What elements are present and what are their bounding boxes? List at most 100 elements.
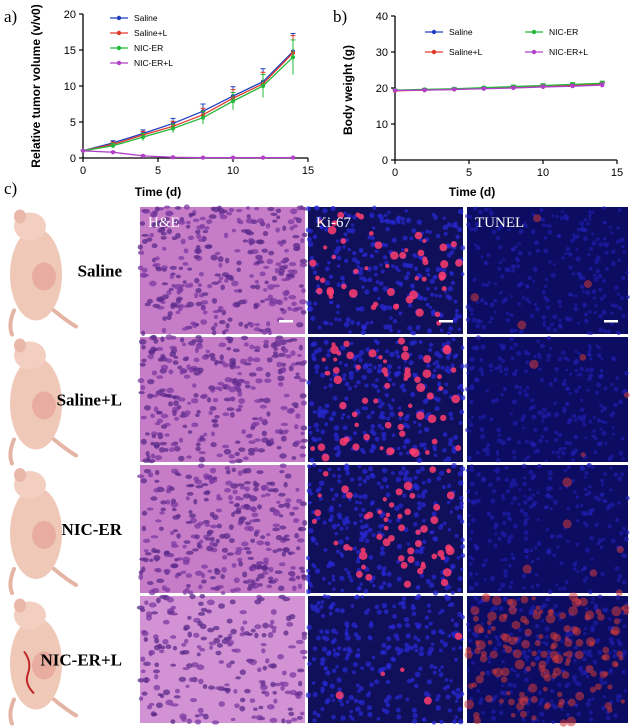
dapi-nucleus: [576, 711, 581, 717]
dapi-nucleus: [587, 490, 592, 496]
dapi-nucleus: [503, 598, 507, 602]
nucleus: [236, 378, 244, 382]
dapi-nucleus: [537, 690, 542, 696]
dapi-nucleus: [529, 314, 534, 319]
dapi-nucleus: [617, 641, 623, 647]
dapi-nucleus: [369, 666, 375, 672]
nucleus: [270, 609, 277, 615]
mouse-limbs: [8, 567, 78, 595]
nucleus: [278, 492, 286, 497]
nucleus: [166, 211, 174, 216]
dapi-nucleus: [416, 638, 421, 643]
dapi-nucleus: [424, 615, 430, 620]
dapi-nucleus: [323, 385, 327, 390]
dapi-nucleus: [350, 341, 354, 346]
dapi-nucleus: [450, 590, 455, 595]
dapi-nucleus: [485, 283, 489, 288]
dapi-nucleus: [577, 385, 582, 389]
nucleus: [201, 393, 208, 398]
nucleus: [226, 346, 232, 351]
ki67-positive-cell: [341, 283, 347, 290]
nucleus: [185, 496, 190, 501]
dapi-nucleus: [327, 581, 332, 586]
ki67-positive-cell: [433, 503, 441, 511]
nucleus: [141, 691, 148, 696]
dapi-nucleus: [456, 514, 463, 520]
dapi-nucleus: [440, 523, 444, 527]
dapi-nucleus: [542, 320, 547, 324]
nucleus: [256, 667, 262, 673]
ki67-positive-cell: [355, 570, 363, 578]
dapi-nucleus: [445, 694, 451, 700]
nucleus: [241, 541, 249, 547]
dapi-nucleus: [332, 473, 336, 478]
nucleus: [159, 649, 165, 654]
dapi-nucleus: [537, 367, 542, 372]
dapi-nucleus: [470, 557, 475, 561]
nucleus: [239, 610, 247, 615]
dapi-nucleus: [547, 476, 553, 481]
dapi-nucleus: [339, 552, 344, 556]
dapi-nucleus: [483, 207, 489, 212]
tunel-positive-cell: [530, 696, 538, 704]
nucleus: [262, 418, 268, 424]
dapi-nucleus: [528, 300, 532, 304]
dapi-nucleus: [503, 573, 508, 578]
dapi-nucleus: [353, 506, 359, 511]
dapi-nucleus: [597, 649, 603, 655]
dapi-nucleus: [328, 507, 334, 513]
dapi-nucleus: [348, 330, 352, 334]
nucleus: [280, 367, 287, 372]
dapi-nucleus: [346, 228, 352, 234]
dapi-nucleus: [409, 236, 414, 241]
nucleus: [277, 269, 285, 274]
nucleus: [178, 676, 187, 682]
nucleus: [147, 393, 154, 399]
dapi-nucleus: [539, 207, 544, 213]
nucleus: [288, 261, 297, 267]
dapi-nucleus: [398, 451, 403, 456]
dapi-nucleus: [427, 609, 432, 614]
dapi-nucleus: [332, 648, 336, 652]
nucleus: [254, 322, 261, 327]
dapi-nucleus: [547, 547, 552, 552]
ki67-positive-cell: [416, 383, 426, 393]
chart-b-legend-marker: [431, 49, 437, 55]
dapi-nucleus: [507, 228, 511, 232]
ki67-positive-cell: [339, 401, 347, 410]
tunel-positive-cell: [475, 675, 484, 684]
dapi-nucleus: [523, 518, 528, 523]
dapi-nucleus: [482, 448, 486, 452]
dapi-nucleus: [498, 605, 504, 611]
dapi-nucleus: [371, 575, 376, 581]
dapi-nucleus: [534, 240, 540, 246]
chart-a-legend-entry: Saline: [110, 13, 158, 23]
dapi-nucleus: [518, 329, 524, 335]
nucleus: [208, 685, 215, 690]
nucleus: [256, 470, 264, 475]
nucleus: [247, 356, 254, 363]
dapi-nucleus: [589, 357, 593, 361]
nucleus: [278, 352, 286, 357]
dapi-nucleus: [493, 522, 499, 528]
dapi-nucleus: [501, 684, 505, 687]
dapi-nucleus: [376, 481, 381, 486]
dapi-nucleus: [592, 296, 597, 300]
ki67-positive-cell: [440, 260, 449, 269]
dapi-nucleus: [368, 555, 374, 560]
dapi-nucleus: [517, 440, 522, 445]
chart-a-data-point: [140, 153, 146, 158]
nucleus: [289, 338, 298, 342]
nucleus: [162, 619, 170, 625]
dapi-nucleus: [356, 549, 361, 555]
dapi-nucleus: [327, 467, 332, 472]
nucleus: [214, 273, 222, 277]
dapi-nucleus: [523, 457, 527, 462]
dapi-nucleus: [625, 601, 629, 605]
dapi-nucleus: [600, 492, 605, 497]
tunel-image: [464, 335, 630, 463]
he-image: [136, 593, 308, 725]
nucleus: [153, 338, 159, 344]
dapi-nucleus: [324, 403, 330, 409]
nucleus: [215, 508, 223, 513]
